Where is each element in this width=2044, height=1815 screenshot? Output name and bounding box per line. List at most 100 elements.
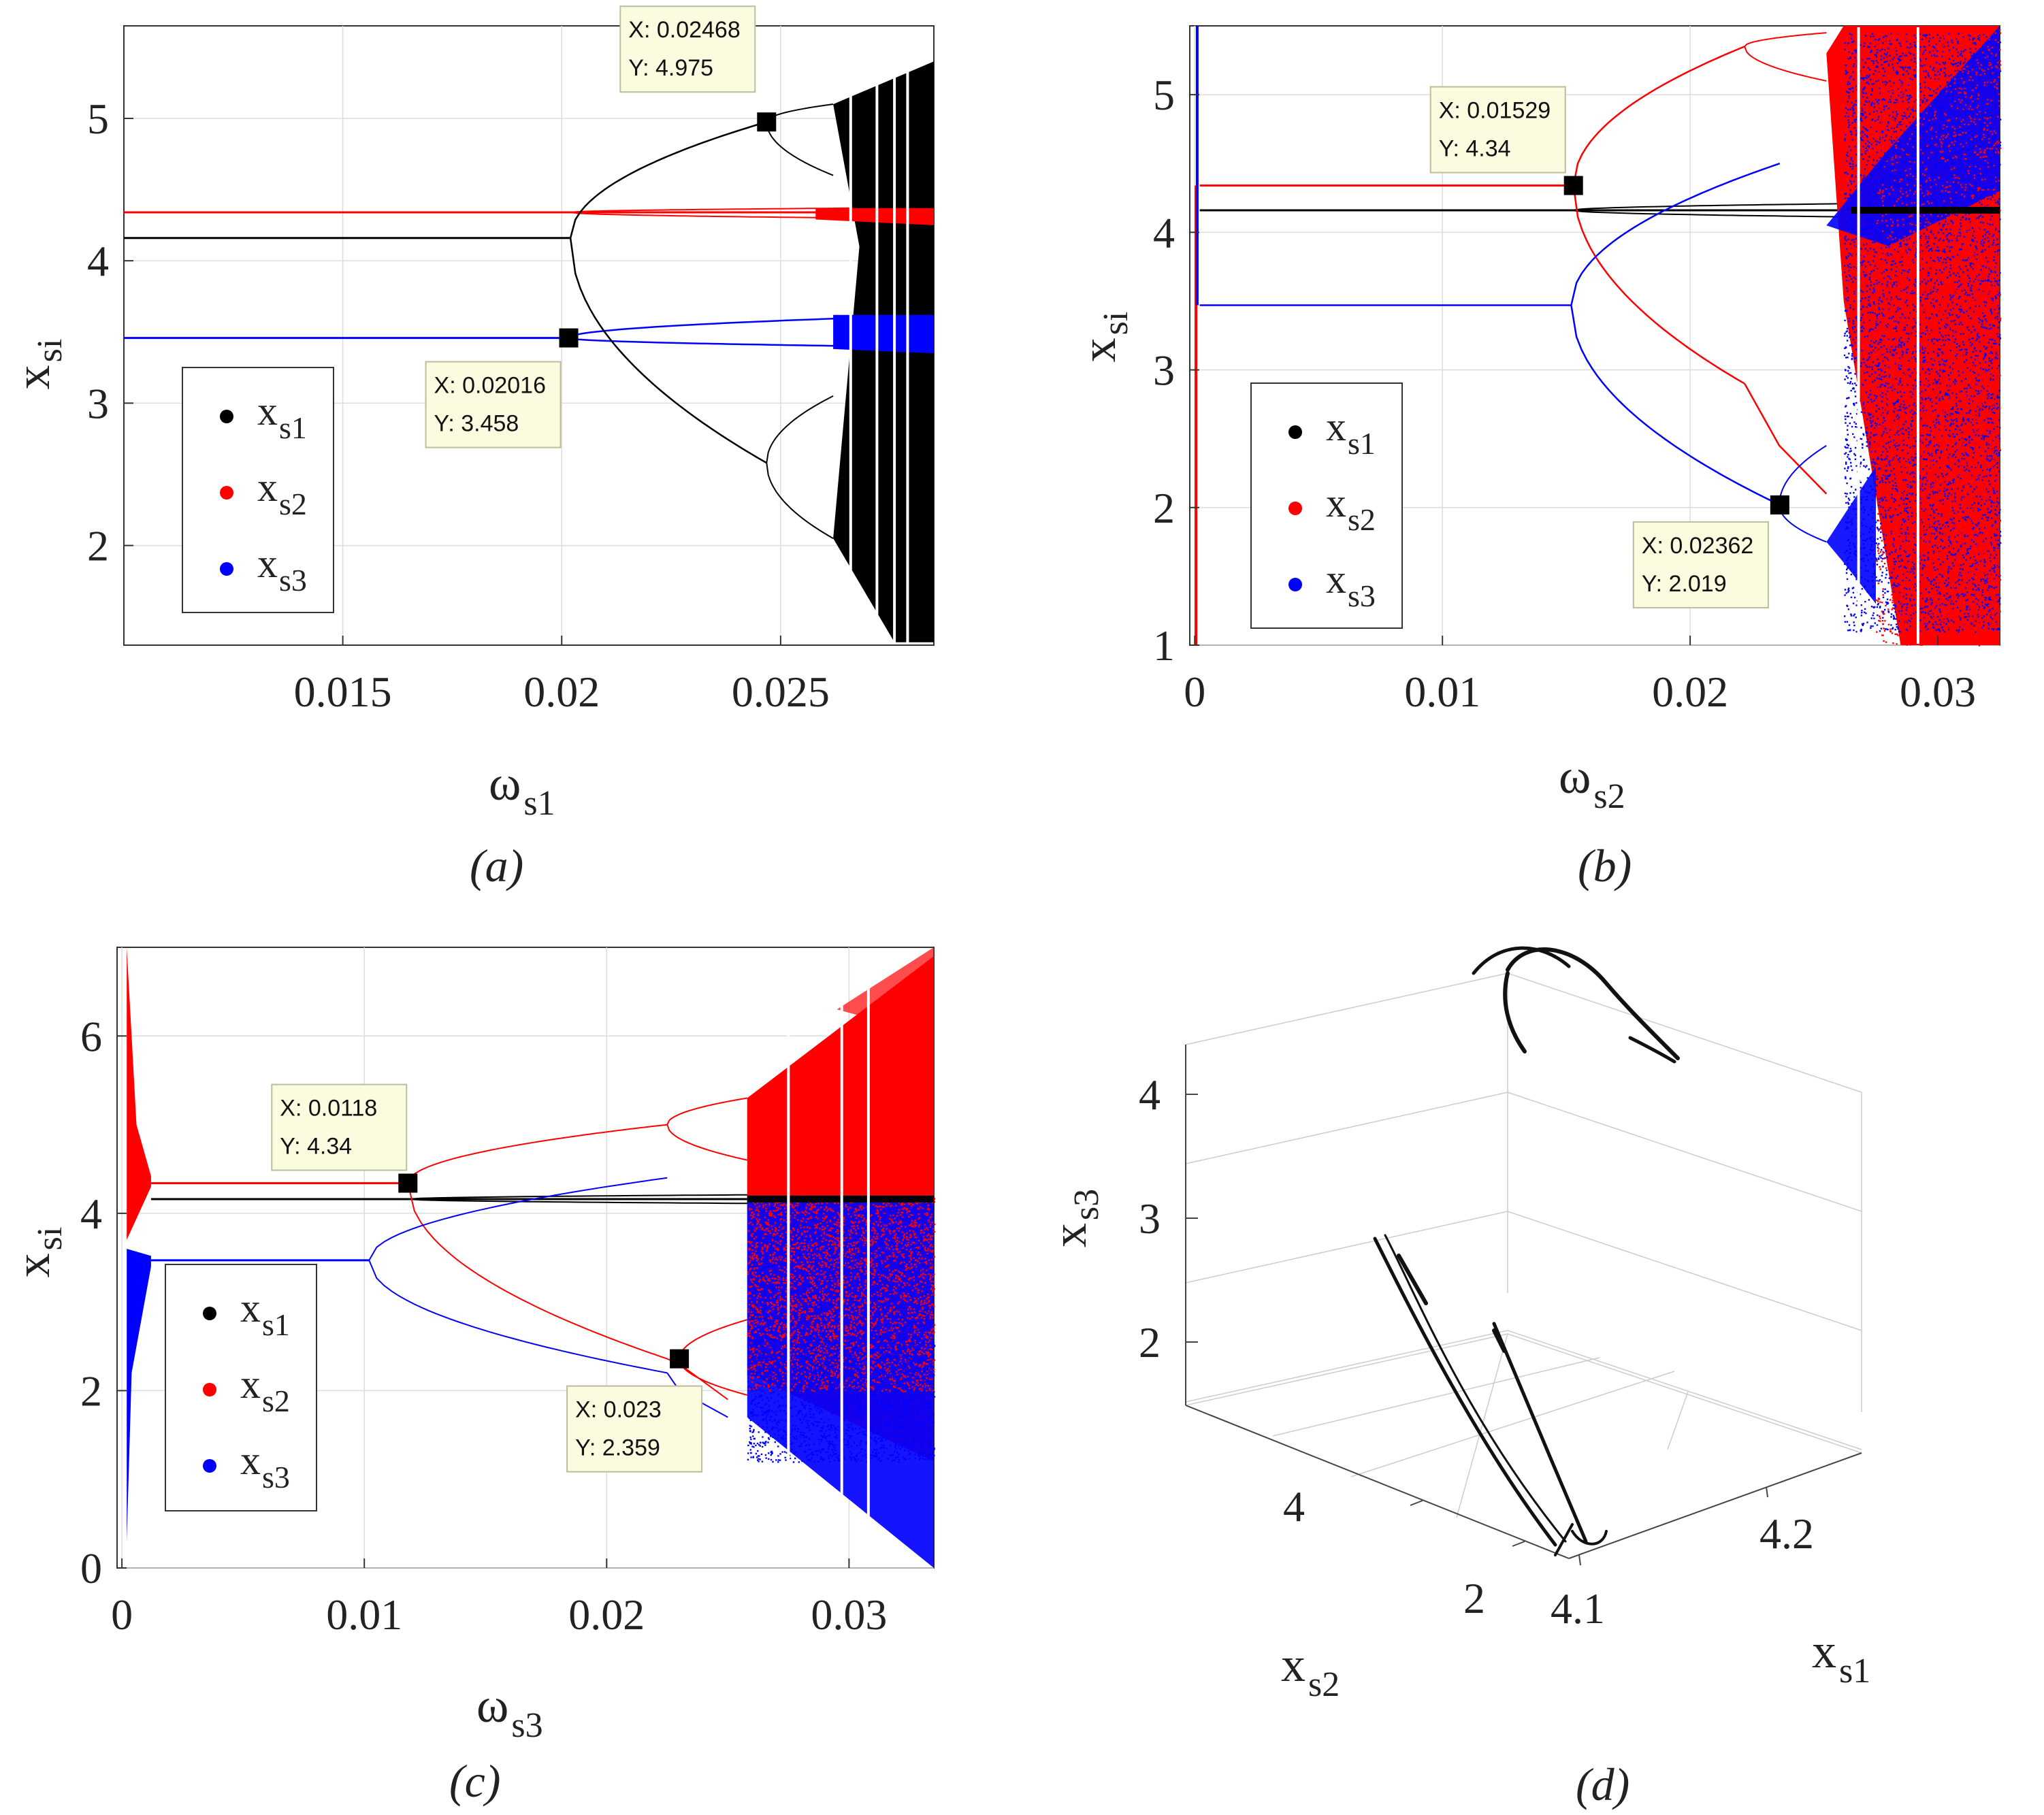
panel-c: 0 0.01 0.02 0.03 0 2 4 6 xsi ωs3 (c) xyxy=(5,947,936,1807)
panel-a-xs1-p4-top-a xyxy=(766,103,834,122)
panel-c-caption: (c) xyxy=(449,1755,500,1807)
panel-c-datatip-y-1: Y: 2.359 xyxy=(575,1435,660,1461)
panel-b-xs2-branch-bot xyxy=(1572,185,1745,385)
svg-text:xs3: xs3 xyxy=(1042,1189,1106,1247)
panel-c-datatip-box-0 xyxy=(271,1083,408,1171)
panel-b-xs3-p4-a xyxy=(1779,444,1827,506)
panel-b-legend-label-s2: xs2 xyxy=(1326,480,1376,537)
panel-c-datatip-marker-0 xyxy=(398,1173,418,1193)
panel-d-attractor-arc-4 xyxy=(1628,1036,1676,1064)
panel-c-window-1 xyxy=(840,949,843,1567)
panel-a-xs1-p4-top-b xyxy=(766,122,834,176)
panel-d-zlabel: xs3 xyxy=(1042,1189,1106,1247)
panel-d-ytick-label-2: 2 xyxy=(1463,1574,1485,1622)
legend-main: x xyxy=(240,1438,261,1483)
panel-a-datatip-y-0: Y: 4.975 xyxy=(628,55,713,81)
panel-a-xs1-p4-bot-a xyxy=(766,395,834,463)
panel-b-legend-label-s3: xs3 xyxy=(1326,557,1376,613)
panel-b-xs2-branch-bot-ext xyxy=(1744,383,1828,495)
panel-a-xtick-label-1: 0.02 xyxy=(523,668,600,716)
panel-b-legend-box xyxy=(1250,382,1403,629)
panel-a-ytick-label-2: 4 xyxy=(87,237,109,285)
panel-a-window-0 xyxy=(849,27,852,644)
panel-c-xs2-branch-bot xyxy=(407,1183,668,1360)
panel-c-legend-marker-s1 xyxy=(203,1307,216,1320)
panel-d-floor-grid-3 xyxy=(1456,1333,1508,1518)
panel-d-attractor-seg-1 xyxy=(1397,1254,1428,1305)
panel-b-datatip-marker-0 xyxy=(1563,176,1583,195)
legend-sub: s3 xyxy=(1348,578,1376,613)
panel-b-datatip-x-1: X: 0.02362 xyxy=(1642,533,1753,559)
panel-a-caption: (a) xyxy=(470,840,523,892)
legend-main: x xyxy=(257,389,278,434)
legend-sub: s2 xyxy=(1348,502,1376,537)
panel-d-attractor-seg-2 xyxy=(1492,1328,1506,1353)
panel-a-xs2-branch-bot xyxy=(570,212,860,219)
panel-b-legend-marker-s1 xyxy=(1288,425,1302,439)
panel-b-caption: (b) xyxy=(1578,840,1632,892)
panel-a-xs2-branch-top xyxy=(570,207,860,213)
panel-b-window-1 xyxy=(1916,27,1919,644)
panel-a-datatip-box-1 xyxy=(425,361,562,448)
panel-b-datatip-y-0: Y: 4.34 xyxy=(1439,136,1511,162)
panel-a-datatip-marker-0 xyxy=(757,112,777,132)
panel-a-ylabel: xsi xyxy=(5,339,69,390)
panel-a-datatip-x-0: X: 0.02468 xyxy=(628,17,740,43)
panel-a-xs3-chaos xyxy=(833,314,934,354)
panel-a-legend-label-s3: xs3 xyxy=(257,541,307,598)
panel-b-xs2-branch-top xyxy=(1572,46,1745,186)
panel-c-window-2 xyxy=(866,949,870,1567)
panel-d-ztick-label-3: 3 xyxy=(1139,1194,1161,1243)
panel-a-xtick-label-2: 0.025 xyxy=(732,668,830,716)
panel-a-xs1-p4-bot-b xyxy=(766,463,834,539)
panel-d-ztick-label-4: 4 xyxy=(1139,1070,1161,1119)
panel-c-xs2-p4-c xyxy=(679,1319,748,1359)
panel-a-ytick-label-3: 5 xyxy=(87,95,109,143)
panel-b-xs3-branch-bot xyxy=(1570,305,1781,506)
panel-d-ytick-2 xyxy=(1512,1541,1525,1547)
panel-c-datatip-x-0: X: 0.0118 xyxy=(280,1096,377,1122)
panel-c-ytick-label-2: 4 xyxy=(80,1190,102,1238)
svg-text:xsi: xsi xyxy=(1071,312,1135,363)
panel-a-ticks: 0.015 0.02 0.025 2 3 4 5 xyxy=(87,95,830,716)
panel-a-xs3-branch-bot xyxy=(568,337,860,347)
panel-d-floor-grid-4 xyxy=(1667,1391,1689,1450)
panel-c-datatip-y-0: Y: 4.34 xyxy=(280,1134,352,1160)
panel-d-grid-z3 xyxy=(1185,1211,1862,1331)
panel-d-attractor-arc-2 xyxy=(1506,947,1680,1060)
legend-main: x xyxy=(240,1286,261,1330)
panel-b-xs3-chaos-lower xyxy=(1826,466,1876,604)
panel-c-data xyxy=(127,947,936,1568)
panel-a-legend-marker-s1 xyxy=(220,410,233,423)
panel-d-attractor-arm-1 xyxy=(1373,1237,1557,1547)
panel-b-ytick-label-2: 3 xyxy=(1153,346,1175,395)
panel-c-legend-marker-s2 xyxy=(203,1383,216,1396)
panel-b-xtick-label-2: 0.02 xyxy=(1652,668,1728,716)
panel-d-floor-grid-2 xyxy=(1272,1357,1600,1437)
legend-sub: s2 xyxy=(262,1384,290,1418)
panel-b-datatip-marker-1 xyxy=(1770,495,1789,514)
panel-a-xlabel: ωs1 xyxy=(489,756,555,823)
panel-c-xs2-transient xyxy=(127,947,151,1240)
legend-sub: s2 xyxy=(279,487,307,521)
panel-c-legend-label-s2: xs2 xyxy=(240,1362,290,1418)
panel-c-xs3-branch-top xyxy=(368,1177,668,1261)
panel-d-y-axis xyxy=(1185,1405,1570,1559)
panel-d-attractor xyxy=(1373,946,1680,1556)
panel-a-xs3-branch-top xyxy=(568,316,860,339)
panel-b-ytick-label-3: 4 xyxy=(1153,208,1175,257)
panel-c-ytick-label-1: 2 xyxy=(80,1367,102,1415)
panel-d-attractor-seg-3 xyxy=(1554,1523,1574,1556)
panel-c-window-0 xyxy=(787,949,790,1567)
panel-d-x-axis xyxy=(1568,1452,1862,1559)
legend-main: x xyxy=(257,541,278,586)
legend-main: x xyxy=(1326,557,1346,602)
panel-a-legend-marker-s3 xyxy=(220,562,233,576)
panel-b-ytick-label-1: 2 xyxy=(1153,484,1175,532)
panel-c-legend-box xyxy=(165,1264,317,1511)
panel-c-xs3-transient xyxy=(127,1249,151,1541)
panel-c-legend-label-s3: xs3 xyxy=(240,1438,290,1494)
panel-d-attractor-arc-1 xyxy=(1472,946,1571,975)
panel-a-datatip-marker-1 xyxy=(559,328,579,348)
